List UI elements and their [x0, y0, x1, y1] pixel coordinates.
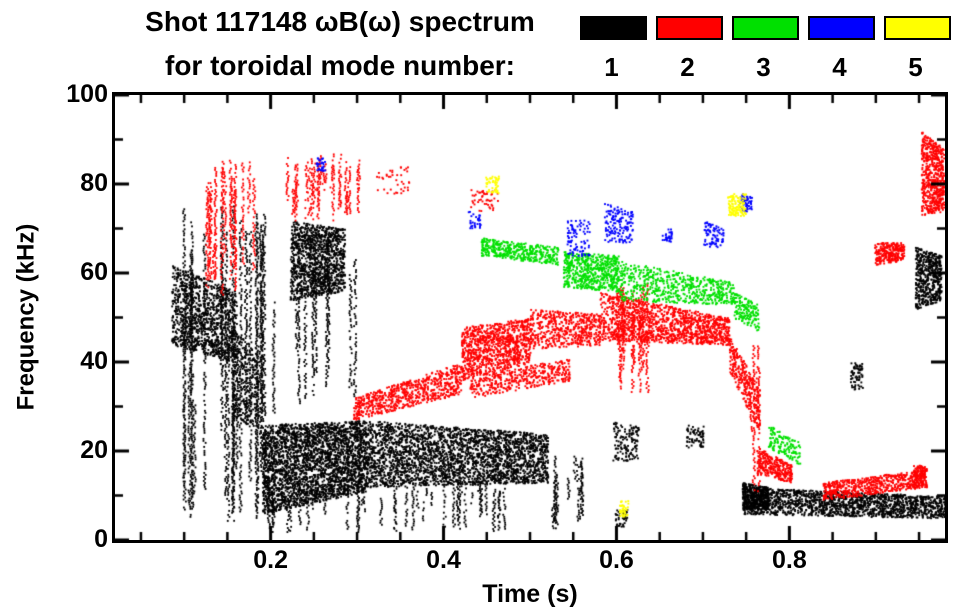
spectrogram-canvas — [115, 95, 945, 540]
legend-swatch — [656, 16, 723, 40]
legend-label: 5 — [908, 52, 923, 82]
x-tick-label: 0.8 — [771, 546, 807, 574]
chart-subtitle: for toroidal mode number: — [165, 50, 515, 81]
legend-label: 1 — [604, 52, 619, 82]
y-tick-label: 20 — [80, 436, 108, 464]
plot-frame — [112, 92, 948, 543]
y-tick-label: 100 — [66, 80, 108, 108]
x-tick-label: 0.2 — [253, 546, 288, 574]
y-tick-label: 0 — [94, 525, 108, 553]
legend-swatch — [580, 16, 647, 40]
y-tick-label: 80 — [80, 169, 108, 197]
legend-label: 3 — [756, 52, 771, 82]
chart-title: Shot 117148 ωB(ω) spectrum — [145, 6, 535, 37]
legend-swatch — [732, 16, 799, 40]
y-axis-label: Frequency (kHz) — [12, 223, 40, 411]
y-tick-label: 60 — [80, 258, 108, 286]
legend-label: 2 — [680, 52, 695, 82]
legend-swatch — [808, 16, 875, 40]
x-tick-label: 0.4 — [426, 546, 461, 574]
legend-swatch — [884, 16, 951, 40]
legend-label: 4 — [832, 52, 847, 82]
y-tick-label: 40 — [80, 347, 108, 375]
x-axis-label: Time (s) — [482, 580, 578, 608]
x-tick-label: 0.6 — [599, 546, 634, 574]
